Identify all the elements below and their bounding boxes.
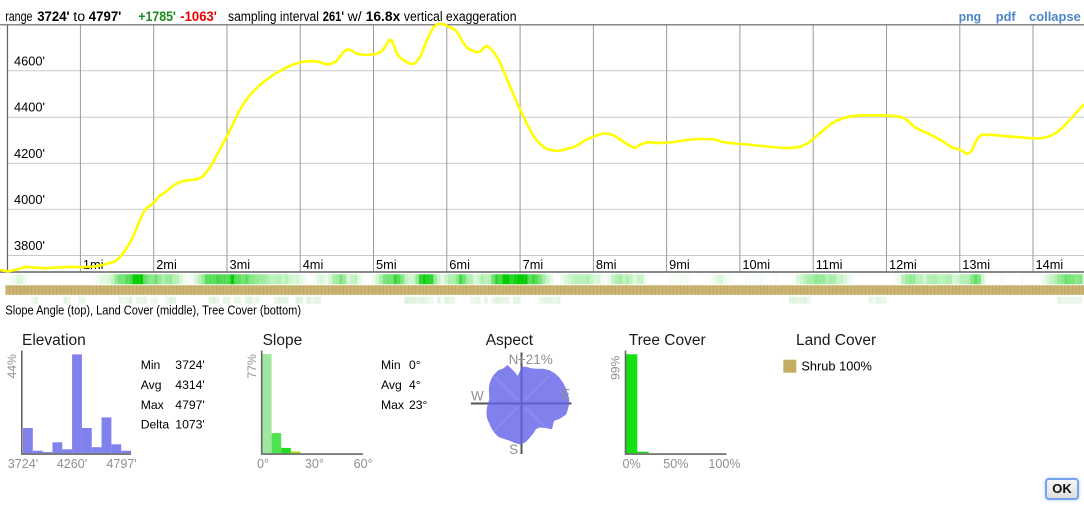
svg-text:E: E [561,387,570,402]
svg-text:44%: 44% [5,354,19,379]
svg-text:N: N [509,352,519,367]
svg-text:50%: 50% [663,457,688,471]
svg-text:Tree Cover: Tree Cover [629,332,706,349]
svg-text:collapse: collapse [1029,9,1081,24]
svg-text:261': 261' [323,9,344,24]
svg-text:6mi: 6mi [449,257,470,272]
svg-text:99%: 99% [609,355,623,380]
svg-text:0°: 0° [257,457,269,471]
svg-text:Land Cover: Land Cover [796,332,876,349]
svg-text:pdf: pdf [996,9,1017,24]
svg-text:to: to [73,9,85,24]
svg-text:30°: 30° [305,457,324,471]
svg-text:23°: 23° [409,398,428,412]
svg-text:Max: Max [141,398,164,412]
svg-text:4mi: 4mi [303,257,324,272]
svg-text:10mi: 10mi [742,257,770,272]
svg-text:4797': 4797' [106,457,136,471]
svg-text:range: range [5,9,32,24]
svg-text:Min: Min [381,358,401,372]
svg-text:4000': 4000' [14,192,45,207]
svg-text:7mi: 7mi [523,257,544,272]
svg-text:2mi: 2mi [156,257,177,272]
svg-text:Slope Angle (top), Land Cover: Slope Angle (top), Land Cover (middle), … [5,304,301,318]
svg-text:4400': 4400' [14,100,45,115]
svg-text:4314': 4314' [175,378,204,392]
svg-text:1mi: 1mi [83,257,104,272]
svg-text:Aspect: Aspect [486,332,534,349]
svg-text:vertical exaggeration: vertical exaggeration [404,9,517,24]
svg-text:4600': 4600' [14,53,45,68]
svg-text:3mi: 3mi [230,257,251,272]
svg-text:1073': 1073' [175,418,204,432]
svg-text:100%: 100% [708,457,740,471]
svg-text:4°: 4° [409,378,421,392]
svg-text:w/: w/ [347,9,362,24]
svg-text:Min: Min [141,358,161,372]
svg-text:3724': 3724' [37,9,69,24]
svg-text:0°: 0° [409,358,421,372]
svg-text:Avg: Avg [381,378,402,392]
svg-text:8mi: 8mi [596,257,617,272]
svg-text:3800': 3800' [14,238,45,253]
svg-text:5mi: 5mi [376,257,397,272]
svg-text:3724': 3724' [8,457,38,471]
svg-text:Slope: Slope [263,332,303,349]
svg-text:png: png [959,9,982,24]
svg-text:Shrub 100%: Shrub 100% [801,359,871,374]
svg-text:sampling interval: sampling interval [228,9,319,24]
svg-text:Max: Max [381,398,404,412]
svg-text:0%: 0% [622,457,640,471]
svg-text:60°: 60° [354,457,373,471]
svg-text:11mi: 11mi [816,257,843,272]
svg-text:14mi: 14mi [1036,257,1064,272]
svg-text:13mi: 13mi [962,257,990,272]
svg-text:77%: 77% [245,354,259,379]
svg-text:16.8x: 16.8x [366,9,401,24]
svg-text:4260': 4260' [57,457,87,471]
svg-text:9mi: 9mi [669,257,690,272]
svg-text:+1785': +1785' [138,9,176,24]
svg-text:Delta: Delta [141,418,170,432]
svg-text:3724': 3724' [175,358,204,372]
svg-text:S: S [509,442,518,457]
svg-text:+21%: +21% [518,352,553,367]
svg-text:4797': 4797' [175,398,204,412]
svg-text:4797': 4797' [89,9,122,24]
svg-text:12mi: 12mi [889,257,917,272]
svg-text:-1063': -1063' [180,9,217,24]
svg-text:Avg: Avg [141,378,162,392]
svg-text:Elevation: Elevation [22,332,86,349]
svg-text:4200': 4200' [14,146,45,161]
svg-text:W: W [471,389,484,404]
